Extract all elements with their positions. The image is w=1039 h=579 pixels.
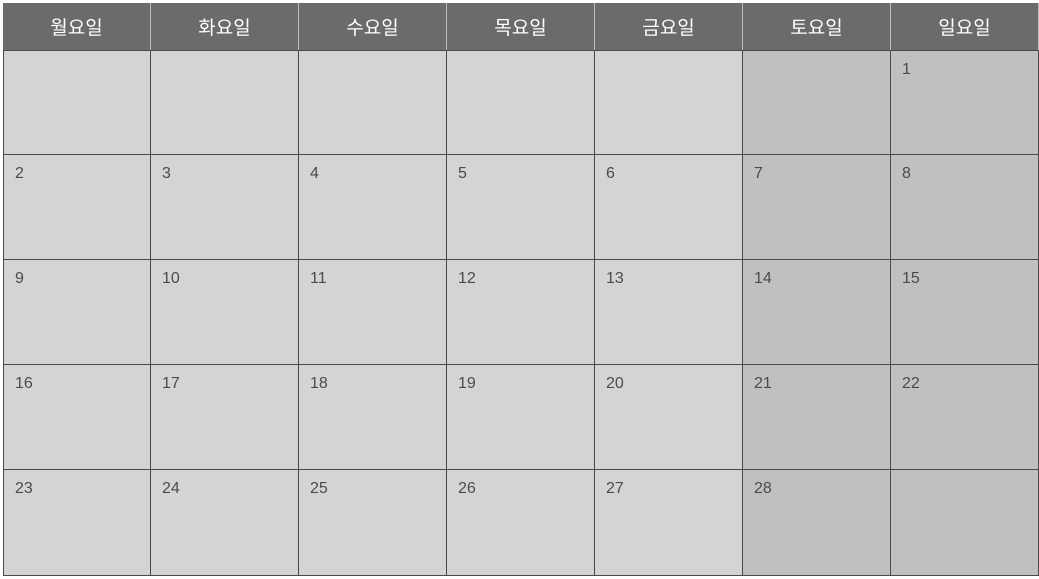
day-cell[interactable]: 13 — [595, 260, 743, 365]
day-cell[interactable]: 5 — [447, 155, 595, 260]
day-cell[interactable] — [3, 50, 151, 155]
weekday-header-sunday: 일요일 — [891, 3, 1039, 50]
day-cell[interactable] — [151, 50, 299, 155]
weekday-header-tuesday: 화요일 — [151, 3, 299, 50]
day-cell[interactable]: 3 — [151, 155, 299, 260]
day-cell[interactable]: 24 — [151, 470, 299, 576]
day-cell[interactable]: 21 — [743, 365, 891, 470]
day-cell[interactable] — [891, 470, 1039, 576]
day-cell[interactable]: 14 — [743, 260, 891, 365]
day-cell[interactable]: 11 — [299, 260, 447, 365]
day-cell[interactable]: 2 — [3, 155, 151, 260]
day-cell[interactable]: 19 — [447, 365, 595, 470]
day-cell[interactable]: 6 — [595, 155, 743, 260]
day-cell[interactable] — [447, 50, 595, 155]
day-cell[interactable]: 28 — [743, 470, 891, 576]
day-cell[interactable]: 17 — [151, 365, 299, 470]
day-cell[interactable]: 4 — [299, 155, 447, 260]
day-cell[interactable]: 1 — [891, 50, 1039, 155]
day-cell[interactable] — [743, 50, 891, 155]
day-cell[interactable]: 16 — [3, 365, 151, 470]
day-cell[interactable]: 10 — [151, 260, 299, 365]
day-cell[interactable]: 18 — [299, 365, 447, 470]
day-cell[interactable]: 27 — [595, 470, 743, 576]
day-cell[interactable]: 26 — [447, 470, 595, 576]
day-cell[interactable]: 22 — [891, 365, 1039, 470]
day-cell[interactable]: 9 — [3, 260, 151, 365]
weekday-header-wednesday: 수요일 — [299, 3, 447, 50]
weekday-header-friday: 금요일 — [595, 3, 743, 50]
weekday-header-thursday: 목요일 — [447, 3, 595, 50]
day-cell[interactable]: 7 — [743, 155, 891, 260]
day-cell[interactable] — [299, 50, 447, 155]
day-cell[interactable]: 25 — [299, 470, 447, 576]
day-cell[interactable]: 8 — [891, 155, 1039, 260]
day-cell[interactable]: 23 — [3, 470, 151, 576]
day-cell[interactable]: 12 — [447, 260, 595, 365]
day-cell[interactable] — [595, 50, 743, 155]
weekday-header-saturday: 토요일 — [743, 3, 891, 50]
weekday-header-monday: 월요일 — [3, 3, 151, 50]
month-calendar: 월요일 화요일 수요일 목요일 금요일 토요일 일요일 1 2 3 4 5 6 … — [3, 3, 1039, 578]
day-cell[interactable]: 15 — [891, 260, 1039, 365]
day-cell[interactable]: 20 — [595, 365, 743, 470]
